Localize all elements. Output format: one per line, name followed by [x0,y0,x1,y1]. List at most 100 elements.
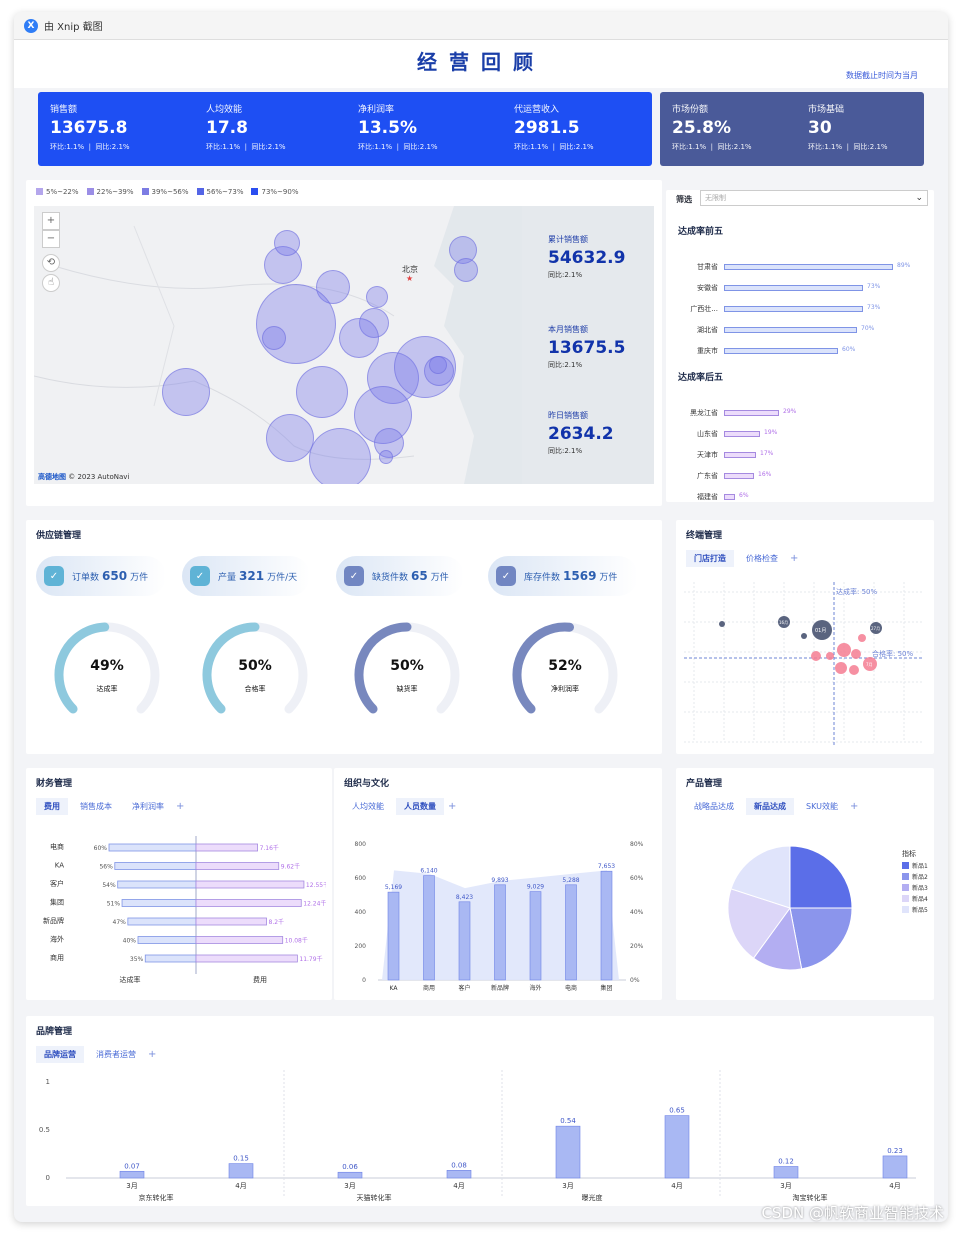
supply-title: 供应链管理 [36,531,82,541]
kpi-label: 人均效能 [206,105,243,115]
x-tick: 3月 [126,1182,137,1190]
tab-headcount[interactable]: 人员数量 [396,798,444,815]
supply-chip[interactable]: ✓ 产量 321 万件/天 [182,556,310,596]
y2-tick: 0% [630,977,640,984]
supply-chip[interactable]: ✓ 库存件数 1569 万件 [488,556,638,596]
bar [555,1125,581,1179]
hand-icon[interactable]: ☝ [42,274,60,292]
kpi-sales[interactable]: 销售额 13675.8 环比:1.1% | 同比:2.1% [50,102,130,152]
add-tab-icon[interactable]: + [148,1049,157,1060]
kpi-label: 净利润率 [358,105,395,115]
legend-item[interactable]: 22%~39% [86,188,134,196]
rank-pct: 89% [897,262,911,269]
kpi-market-base[interactable]: 市场基础 30 环比:1.1% | 同比:2.1% [808,102,888,152]
add-tab-icon[interactable]: + [176,801,185,812]
terminal-panel: 终端管理 门店打造 价格检查 + 达成率: 50% 合格率: 50% 16月 01月 2… [676,520,934,754]
rank-row[interactable]: 广东省 16% [666,471,926,481]
rank-row[interactable]: 广西壮... 73% [666,304,926,314]
bar [228,1163,254,1179]
rank-row[interactable]: 重庆市 60% [666,346,926,356]
rank-pct: 6% [739,492,749,499]
gauge[interactable]: 50% 合格率 [200,620,310,730]
bar-right [195,899,302,907]
rank-row[interactable]: 湖北省 70% [666,325,926,335]
bar [565,884,577,981]
bar [423,875,435,981]
tab-store[interactable]: 门店打造 [686,550,734,567]
tab-brand-ops[interactable]: 品牌运营 [36,1046,84,1063]
tab-sku[interactable]: SKU效能 [806,802,838,811]
tab-sales-cost[interactable]: 销售成本 [80,802,112,811]
terminal-tabs: 门店打造 价格检查 + [686,550,798,567]
x-tick: KA [390,985,399,992]
gauge[interactable]: 49% 达成率 [52,620,162,730]
rank-row[interactable]: 甘肃省 89% [666,262,926,272]
tab-net-margin[interactable]: 净利润率 [132,802,164,811]
kpi-value: 17.8 [206,118,248,138]
kpi-efficiency[interactable]: 人均效能 17.8 环比:1.1% | 同比:2.1% [206,102,286,152]
add-tab-icon[interactable]: + [849,801,859,812]
kpi-market-share[interactable]: 市场份额 25.8% 环比:1.1% | 同比:2.1% [672,102,752,152]
legend-item[interactable]: 39%~56% [141,188,189,196]
filter-label: 筛选 [676,195,692,204]
category-label: 新品牌 [43,916,64,925]
org-bar-chart[interactable]: 0 200 400 600 800 0% 20% 40% 60% 80% 5,169 KA 6,140 商… [334,826,662,996]
filter-select[interactable]: 无限制 ⌄ [700,190,928,206]
kpi-agency-income[interactable]: 代运营收入 2981.5 环比:1.1% | 同比:2.1% [514,102,594,152]
page-title: 经营回顾 [417,50,545,74]
tab-per-capita[interactable]: 人均效能 [352,802,384,811]
y-tick: 0.5 [39,1126,50,1134]
city-label-beijing: 北京 [402,265,418,274]
pie-slice [727,888,791,959]
gauge[interactable]: 50% 缺货率 [352,620,462,730]
supply-chip[interactable]: ✓ 订单数 650 万件 [36,556,166,596]
rank-bar [724,348,838,354]
bar-right [195,880,305,889]
title-bar: X 由 Xnip 截图 [14,12,948,40]
tab-strategic[interactable]: 战略品达成 [694,802,734,811]
bar-left [144,954,197,963]
zoom-out-button[interactable]: − [42,230,60,248]
gauge-value: 50% [238,658,272,674]
legend-item[interactable]: 5%~22% [36,188,79,196]
gauge-value: 49% [90,658,124,674]
bar-left [108,843,197,852]
rotate-icon[interactable]: ⟲ [42,254,60,272]
bar-value-label: 8,423 [456,894,473,901]
rank-row[interactable]: 福建省 6% [666,492,926,502]
kpi-net-margin[interactable]: 净利润率 13.5% 环比:1.1% | 同比:2.1% [358,102,438,152]
tab-consumer-ops[interactable]: 消费者运营 [96,1050,136,1059]
supply-chip[interactable]: ✓ 缺货件数 65 万件 [336,556,464,596]
rank-bar [724,431,760,437]
rank-row[interactable]: 山东省 19% [666,429,926,439]
legend-item[interactable]: 56%~73% [196,188,243,196]
y-tick: 1 [46,1078,50,1086]
category-label: 海外 [50,935,64,944]
terminal-title: 终端管理 [686,531,723,541]
x-tick: 商用 [423,984,435,992]
terminal-scatter-chart[interactable]: 达成率: 50% 合格率: 50% 16月 01月 27月 7月 [684,582,924,746]
legend-item[interactable]: 73%~90% [251,188,298,196]
china-map[interactable]: 北京 ★ + − ⟲ ☝ 高德地图 © 2023 AutoNavi 累计销售额 … [34,206,654,484]
gauge[interactable]: 52% 净利润率 [510,620,620,730]
y-tick: 0 [362,977,366,984]
tab-expense[interactable]: 费用 [36,798,68,815]
add-tab-icon[interactable]: + [448,801,457,812]
bottom5-title: 达成率后五 [678,373,724,383]
tab-new-products[interactable]: 新品达成 [746,798,794,815]
org-panel: 组织与文化 人均效能 人员数量 + 0 200 400 600 800 0% 20% 40% 6… [334,768,662,1000]
rank-row[interactable]: 黑龙江省 29% [666,408,926,418]
bar-left-label: 35% [130,956,144,963]
bar-right [195,936,284,944]
rank-row[interactable]: 安徽省 73% [666,283,926,293]
zoom-in-button[interactable]: + [42,212,60,230]
rank-name: 甘肃省 [697,263,718,271]
add-tab-icon[interactable]: + [790,553,799,564]
bar-left [117,880,197,889]
tab-price-check[interactable]: 价格检查 [746,554,778,563]
rank-row[interactable]: 天津市 17% [666,450,926,460]
legend-swatch [902,873,909,880]
